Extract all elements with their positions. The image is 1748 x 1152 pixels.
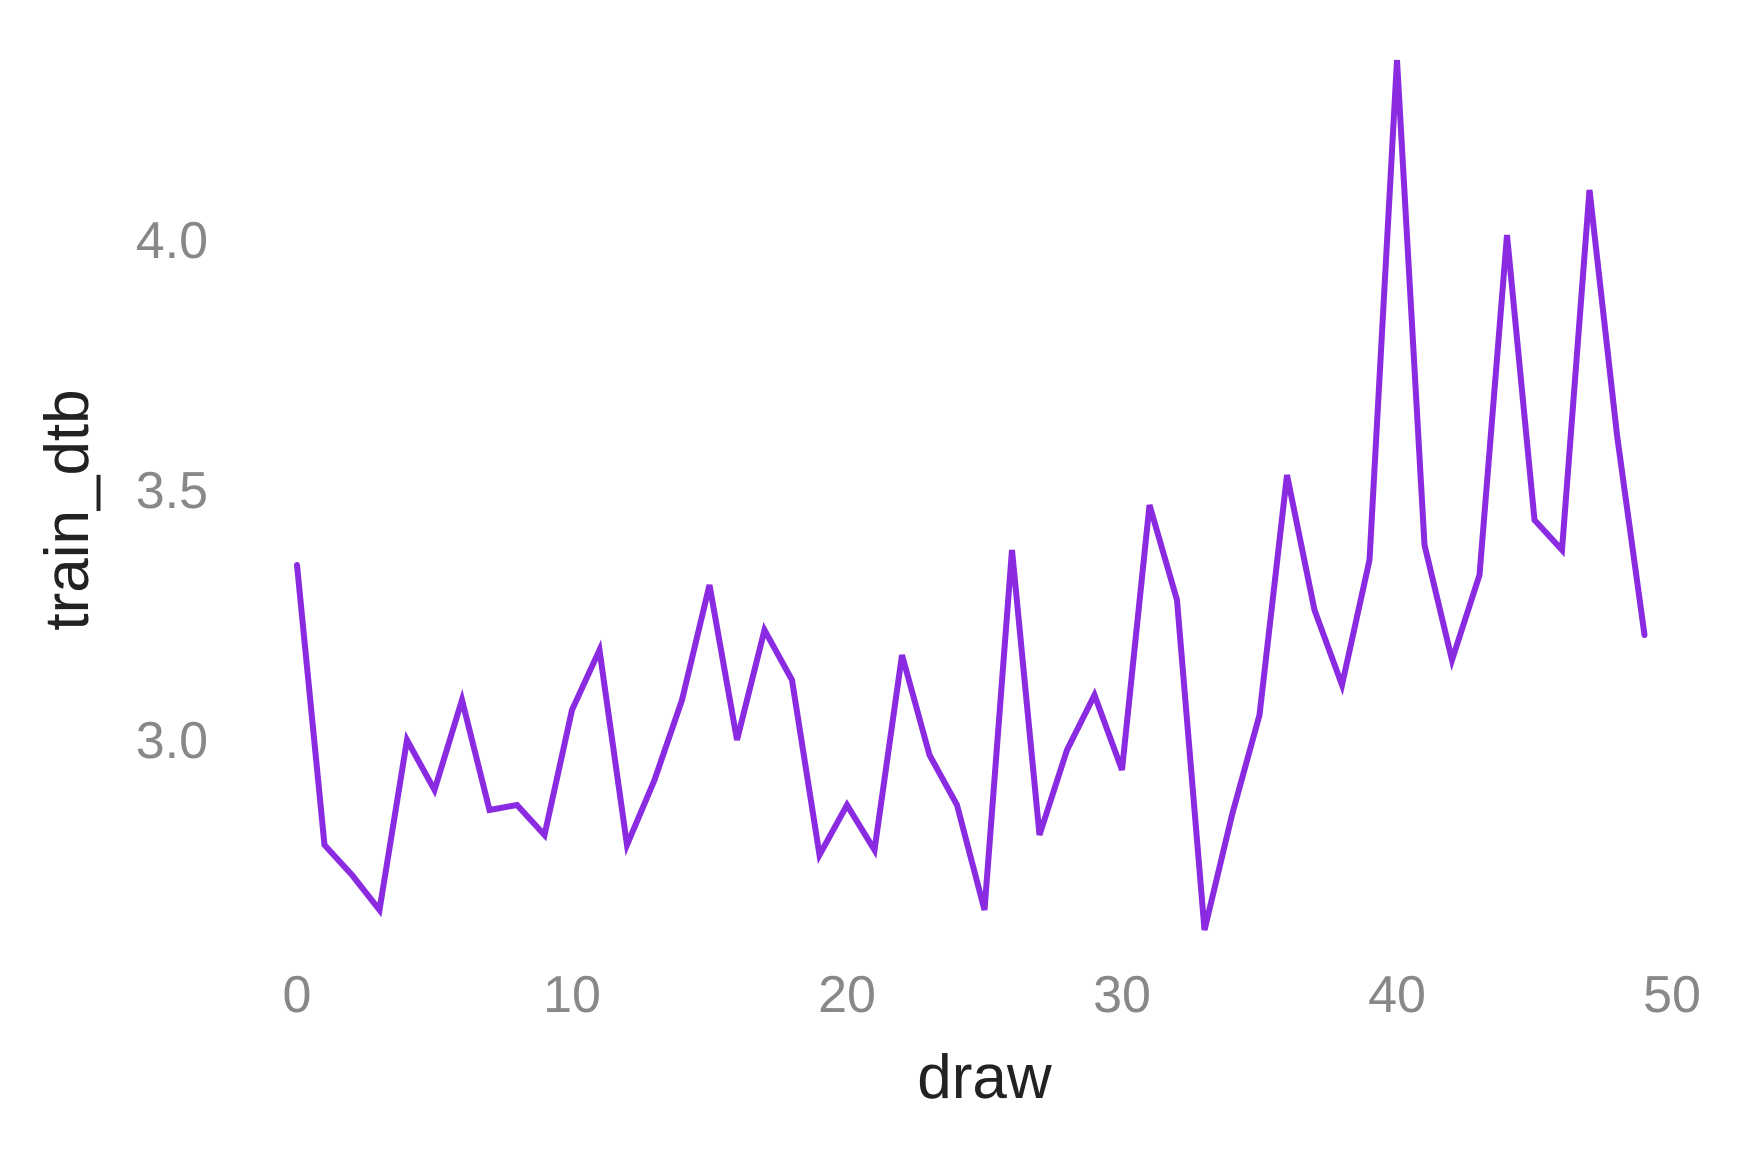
- x-tick-label: 20: [818, 966, 876, 1024]
- x-axis-title: draw: [917, 1043, 1052, 1112]
- x-tick-label: 40: [1368, 966, 1426, 1024]
- y-tick-label: 4.0: [136, 212, 208, 270]
- x-axis: 0 10 20 30 40 50: [283, 966, 1701, 1024]
- y-axis: 3.0 3.5 4.0: [136, 212, 208, 770]
- y-tick-label: 3.5: [136, 462, 208, 520]
- y-tick-label: 3.0: [136, 712, 208, 770]
- x-tick-label: 0: [283, 966, 312, 1024]
- y-axis-title: train_dtb: [33, 389, 102, 630]
- series-line: [294, 59, 1648, 931]
- x-tick-label: 30: [1093, 966, 1151, 1024]
- x-tick-label: 50: [1643, 966, 1701, 1024]
- x-tick-label: 10: [543, 966, 601, 1024]
- series-layer: [294, 59, 1648, 931]
